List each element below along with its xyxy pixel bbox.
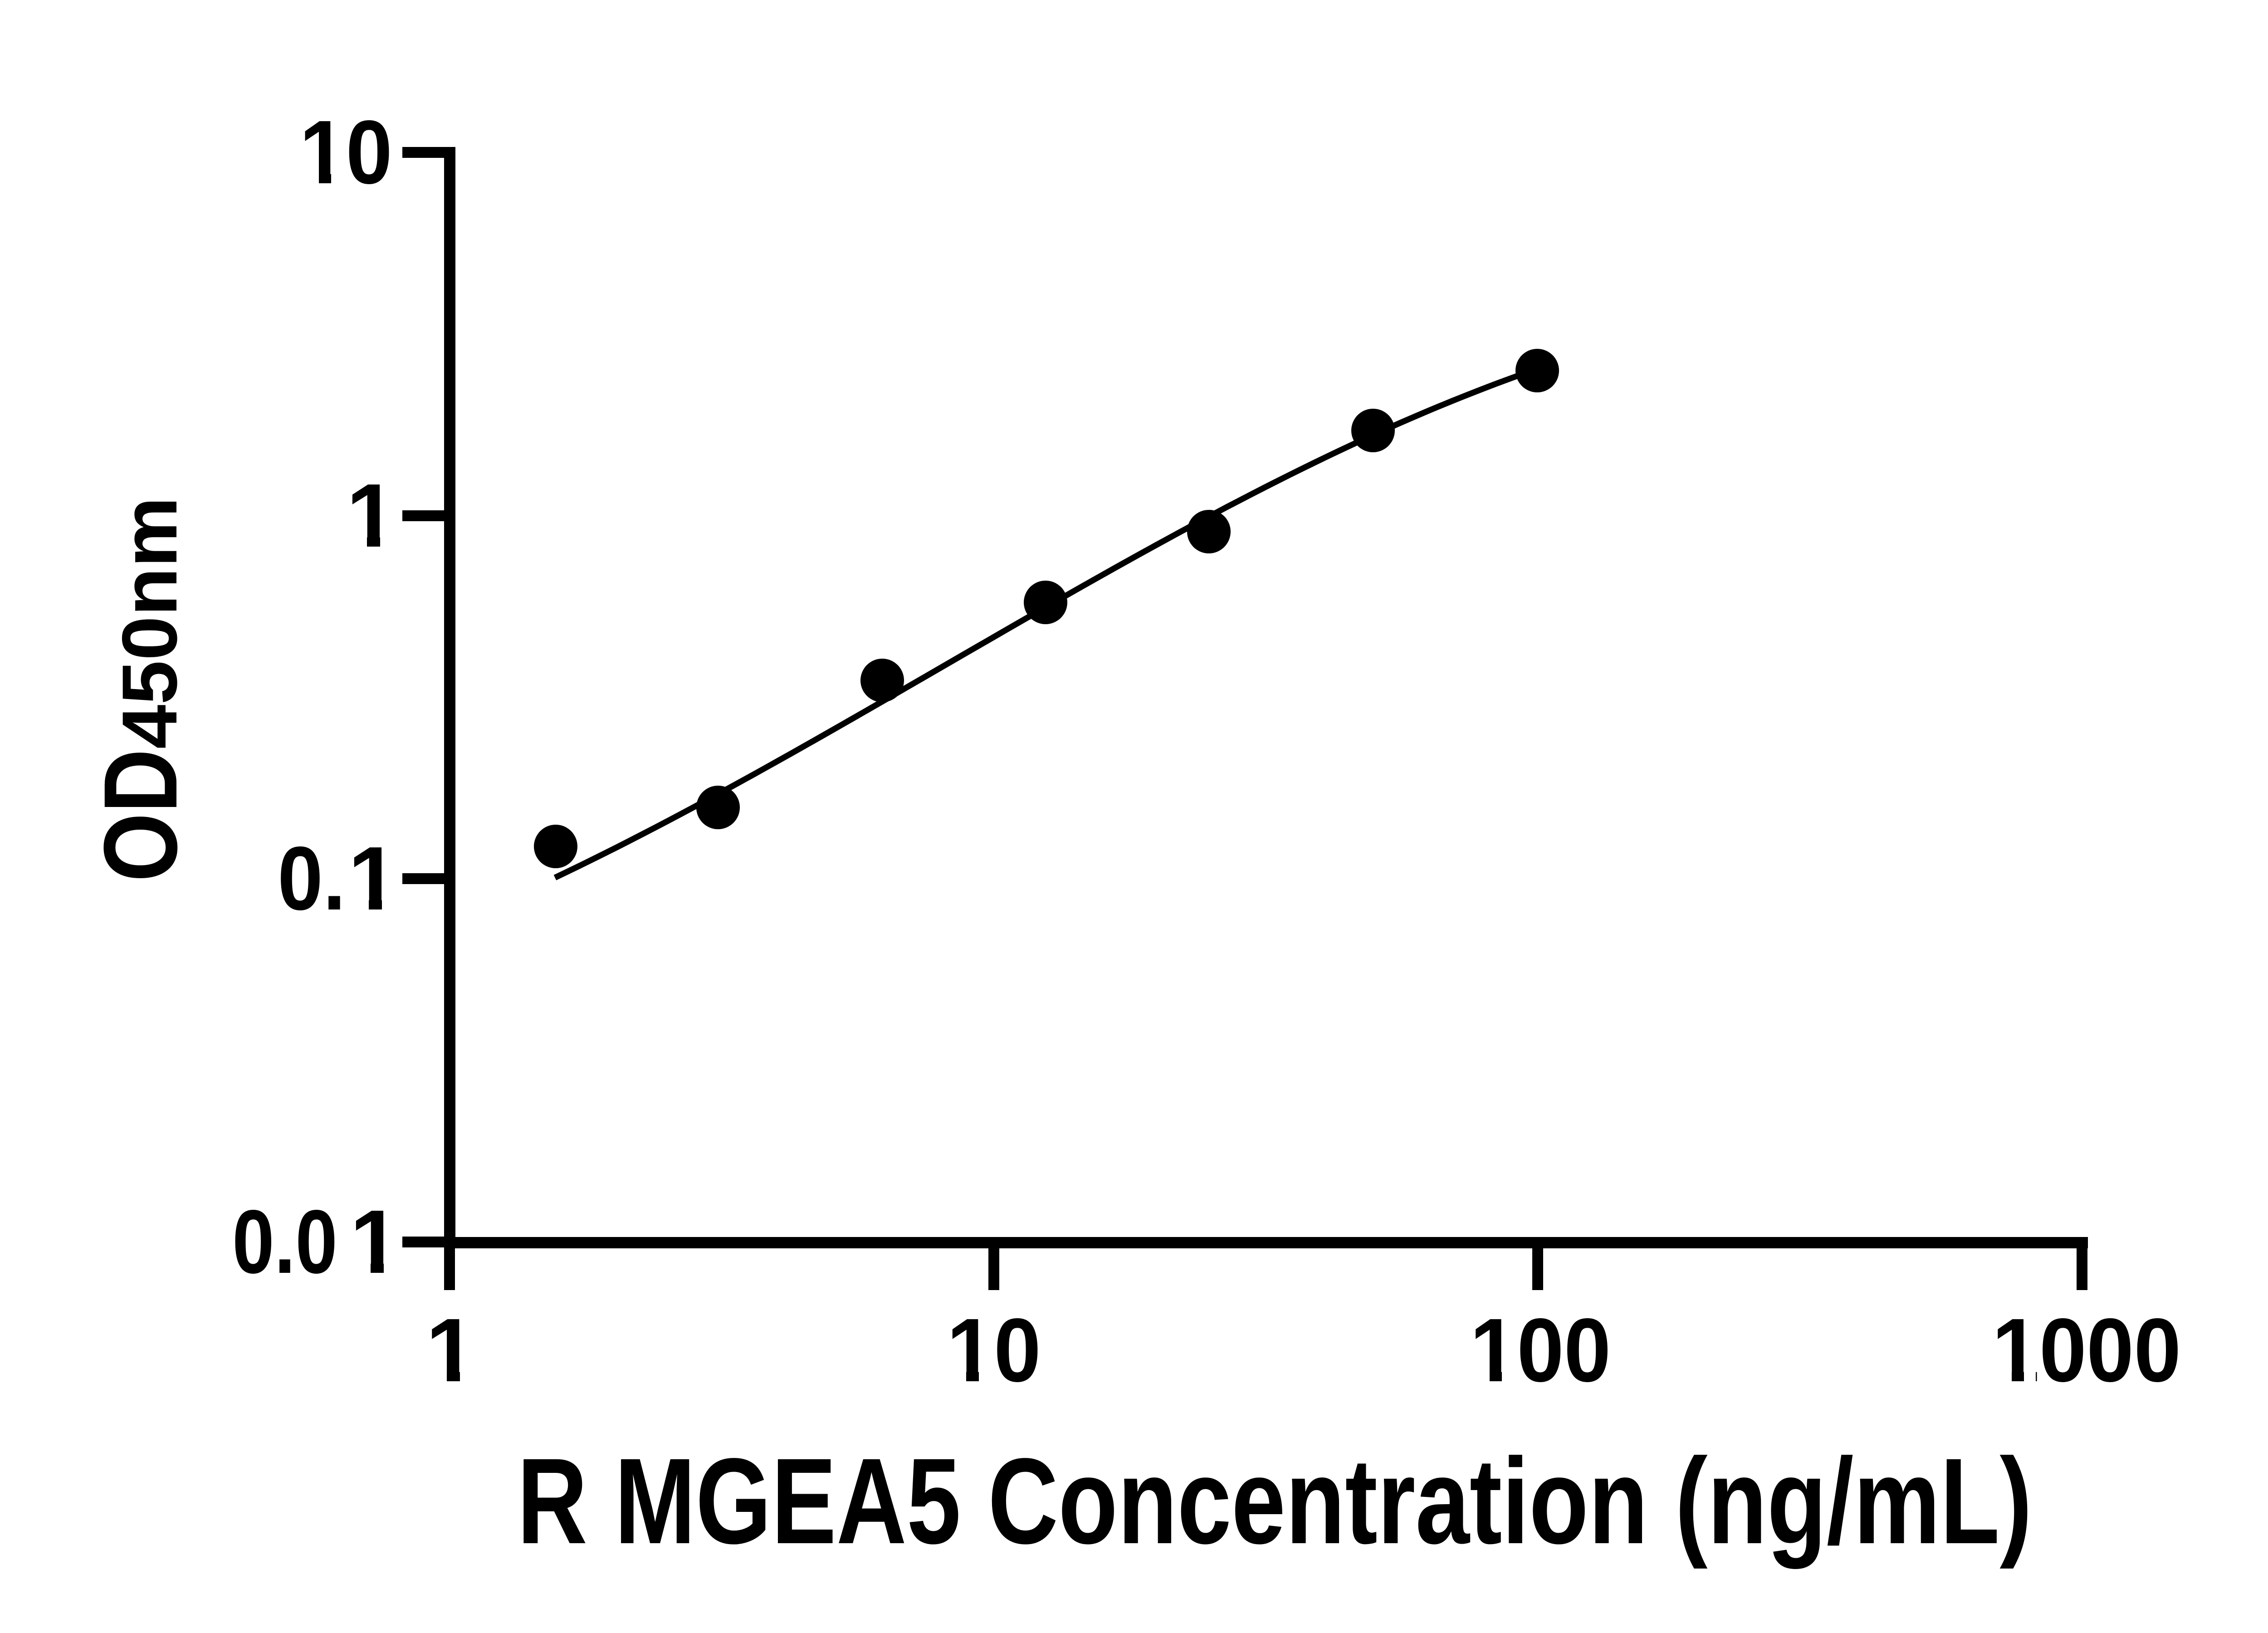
svg-text:1000: 1000 — [1992, 1300, 2181, 1401]
svg-text:1: 1 — [346, 465, 396, 566]
svg-text:1: 1 — [350, 1192, 400, 1292]
svg-text:10: 10 — [299, 102, 392, 203]
svg-text:10: 10 — [947, 1300, 1041, 1401]
svg-text:450nm: 450nm — [106, 497, 193, 749]
svg-text:0.0: 0.0 — [232, 1192, 337, 1292]
svg-text:1: 1 — [426, 1300, 476, 1401]
svg-text:R MGEA5 Concentration (ng/mL): R MGEA5 Concentration (ng/mL) — [517, 1433, 2032, 1570]
svg-text:100: 100 — [1470, 1300, 1611, 1401]
svg-text:1: 1 — [348, 828, 398, 929]
svg-text:0.: 0. — [278, 828, 346, 929]
svg-text:OD: OD — [82, 749, 199, 882]
